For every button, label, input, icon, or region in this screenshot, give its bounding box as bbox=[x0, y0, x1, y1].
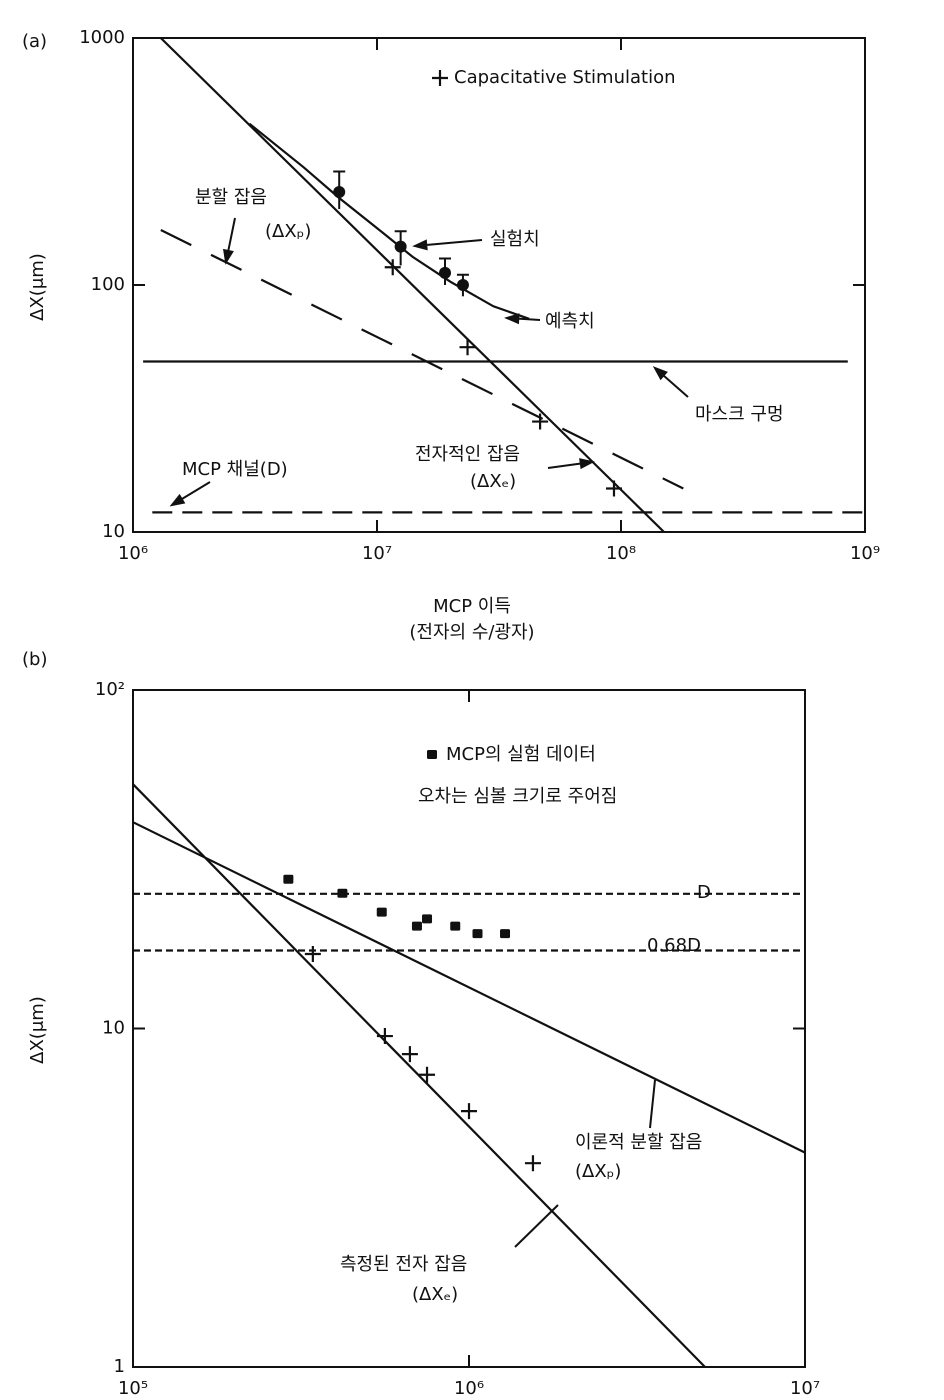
x-tick-label: 10⁷ bbox=[362, 543, 392, 564]
data-point bbox=[376, 907, 387, 917]
series-line bbox=[132, 783, 706, 1368]
data-point bbox=[532, 413, 549, 430]
y-tick-label: 10 bbox=[102, 521, 125, 542]
y-axis-label: ΔX(μm) bbox=[27, 996, 48, 1064]
data-point bbox=[422, 914, 433, 924]
annotation: (ΔXₑ) bbox=[470, 471, 516, 492]
data-point bbox=[304, 945, 321, 962]
annotation-arrow bbox=[412, 239, 483, 251]
series-line bbox=[160, 37, 665, 533]
data-point bbox=[450, 921, 461, 931]
legend-label: MCP의 실험 데이터 bbox=[446, 744, 596, 765]
legend-symbol bbox=[427, 750, 437, 759]
annotation: (ΔXₚ) bbox=[265, 221, 311, 242]
x-axis-label: MCP 이득 bbox=[433, 596, 511, 617]
data-point bbox=[384, 259, 401, 276]
x-tick-label: 10⁹ bbox=[850, 543, 880, 564]
annotation-arrow bbox=[547, 458, 595, 470]
y-tick-label: 1000 bbox=[79, 27, 125, 48]
data-point bbox=[461, 1103, 477, 1120]
annotation-arrow bbox=[223, 217, 236, 265]
data-point bbox=[500, 929, 511, 939]
panel-label: (b) bbox=[22, 649, 47, 670]
x-axis-label: (전자의 수/광자) bbox=[409, 622, 534, 643]
x-tick-label: 10⁵ bbox=[118, 1378, 148, 1399]
x-tick-label: 10⁸ bbox=[606, 543, 636, 564]
series-line bbox=[132, 821, 806, 1154]
annotation: 측정된 전자 잡음 bbox=[340, 1254, 467, 1275]
data-point bbox=[472, 929, 483, 939]
x-tick-label: 10⁶ bbox=[454, 1378, 484, 1399]
legend-note: 오차는 심볼 크기로 주어짐 bbox=[418, 786, 617, 807]
annotation: 실험치 bbox=[490, 229, 540, 250]
data-point bbox=[283, 874, 294, 884]
annotation-leader bbox=[514, 1204, 559, 1248]
annotation: 이론적 분할 잡음 bbox=[575, 1132, 702, 1153]
series-line bbox=[160, 229, 684, 490]
panel-label: (a) bbox=[22, 31, 47, 52]
annotation: 마스크 구멍 bbox=[695, 404, 784, 425]
annotation: 예측치 bbox=[545, 311, 595, 332]
annotation: 분할 잡음 bbox=[195, 187, 267, 208]
annotation-arrow bbox=[652, 366, 689, 398]
x-tick-label: 10⁷ bbox=[790, 1378, 820, 1399]
annotation-arrow bbox=[504, 313, 541, 325]
data-point bbox=[419, 1066, 436, 1083]
annotation-arrow bbox=[169, 481, 211, 507]
y-tick-label: 10² bbox=[95, 679, 125, 700]
y-tick-label: 10 bbox=[102, 1018, 125, 1039]
legend-symbol bbox=[432, 70, 448, 86]
y-tick-label: 1 bbox=[114, 1356, 125, 1377]
data-point bbox=[524, 1155, 541, 1172]
annotation: D bbox=[697, 882, 711, 903]
data-point bbox=[333, 185, 346, 198]
series-line bbox=[248, 122, 530, 320]
legend-label: Capacitative Stimulation bbox=[454, 67, 675, 88]
data-point bbox=[411, 921, 422, 931]
x-tick-label: 10⁶ bbox=[118, 543, 148, 564]
annotation: MCP 채널(D) bbox=[182, 459, 288, 480]
annotation-leader bbox=[649, 1079, 656, 1129]
data-point bbox=[459, 339, 476, 356]
annotation: (ΔXₚ) bbox=[575, 1161, 621, 1182]
y-tick-label: 100 bbox=[91, 274, 125, 295]
y-axis-label: ΔX(μm) bbox=[27, 253, 48, 321]
annotation: 0.68D bbox=[647, 935, 701, 956]
annotation: (ΔXₑ) bbox=[412, 1284, 458, 1305]
annotation: 전자적인 잡음 bbox=[415, 444, 520, 465]
data-point bbox=[401, 1046, 418, 1063]
